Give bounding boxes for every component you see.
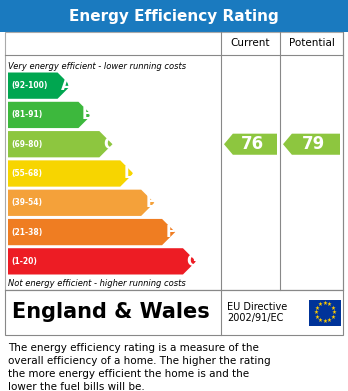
- Text: (39-54): (39-54): [11, 198, 42, 207]
- Text: ★: ★: [330, 314, 335, 319]
- Text: (69-80): (69-80): [11, 140, 42, 149]
- Text: 2002/91/EC: 2002/91/EC: [227, 314, 283, 323]
- Polygon shape: [8, 131, 112, 157]
- Text: (92-100): (92-100): [11, 81, 47, 90]
- Bar: [5, 32, 343, 290]
- Polygon shape: [8, 190, 154, 216]
- Text: The energy efficiency rating is a measure of the: The energy efficiency rating is a measur…: [8, 343, 259, 353]
- Polygon shape: [8, 219, 175, 245]
- Text: Current: Current: [231, 38, 270, 48]
- Text: (81-91): (81-91): [11, 110, 42, 119]
- Text: Energy Efficiency Rating: Energy Efficiency Rating: [69, 9, 279, 23]
- Text: ★: ★: [315, 305, 320, 310]
- Text: EU Directive: EU Directive: [227, 303, 287, 312]
- Text: ★: ★: [318, 318, 323, 323]
- Text: B: B: [82, 108, 94, 122]
- Text: ★: ★: [327, 318, 332, 323]
- Text: Potential: Potential: [288, 38, 334, 48]
- Text: F: F: [166, 224, 176, 240]
- Bar: [5, 290, 343, 335]
- Polygon shape: [283, 134, 340, 155]
- Text: Not energy efficient - higher running costs: Not energy efficient - higher running co…: [8, 278, 186, 287]
- Text: ★: ★: [323, 301, 327, 306]
- Text: overall efficiency of a home. The higher the rating: overall efficiency of a home. The higher…: [8, 356, 271, 366]
- Text: E: E: [145, 195, 156, 210]
- Text: lower the fuel bills will be.: lower the fuel bills will be.: [8, 382, 145, 391]
- Text: (21-38): (21-38): [11, 228, 42, 237]
- Text: 79: 79: [302, 135, 325, 153]
- Polygon shape: [224, 134, 277, 155]
- Text: D: D: [123, 166, 136, 181]
- Polygon shape: [8, 102, 92, 128]
- Text: ★: ★: [323, 319, 327, 324]
- Text: England & Wales: England & Wales: [12, 303, 210, 323]
- Text: ★: ★: [318, 302, 323, 307]
- Polygon shape: [8, 248, 196, 274]
- Text: Very energy efficient - lower running costs: Very energy efficient - lower running co…: [8, 62, 186, 71]
- Text: ★: ★: [330, 305, 335, 310]
- Polygon shape: [8, 160, 133, 187]
- Polygon shape: [8, 72, 71, 99]
- Text: (1-20): (1-20): [11, 257, 37, 266]
- Text: 76: 76: [241, 135, 264, 153]
- Bar: [0, 0, 348, 32]
- Text: ★: ★: [314, 310, 318, 315]
- Text: A: A: [61, 78, 73, 93]
- Text: the more energy efficient the home is and the: the more energy efficient the home is an…: [8, 369, 249, 379]
- Text: ★: ★: [332, 310, 337, 315]
- Text: G: G: [186, 254, 198, 269]
- Text: ★: ★: [315, 314, 320, 319]
- Text: C: C: [103, 137, 114, 152]
- Text: ★: ★: [327, 302, 332, 307]
- Bar: [309, 300, 341, 325]
- Text: (55-68): (55-68): [11, 169, 42, 178]
